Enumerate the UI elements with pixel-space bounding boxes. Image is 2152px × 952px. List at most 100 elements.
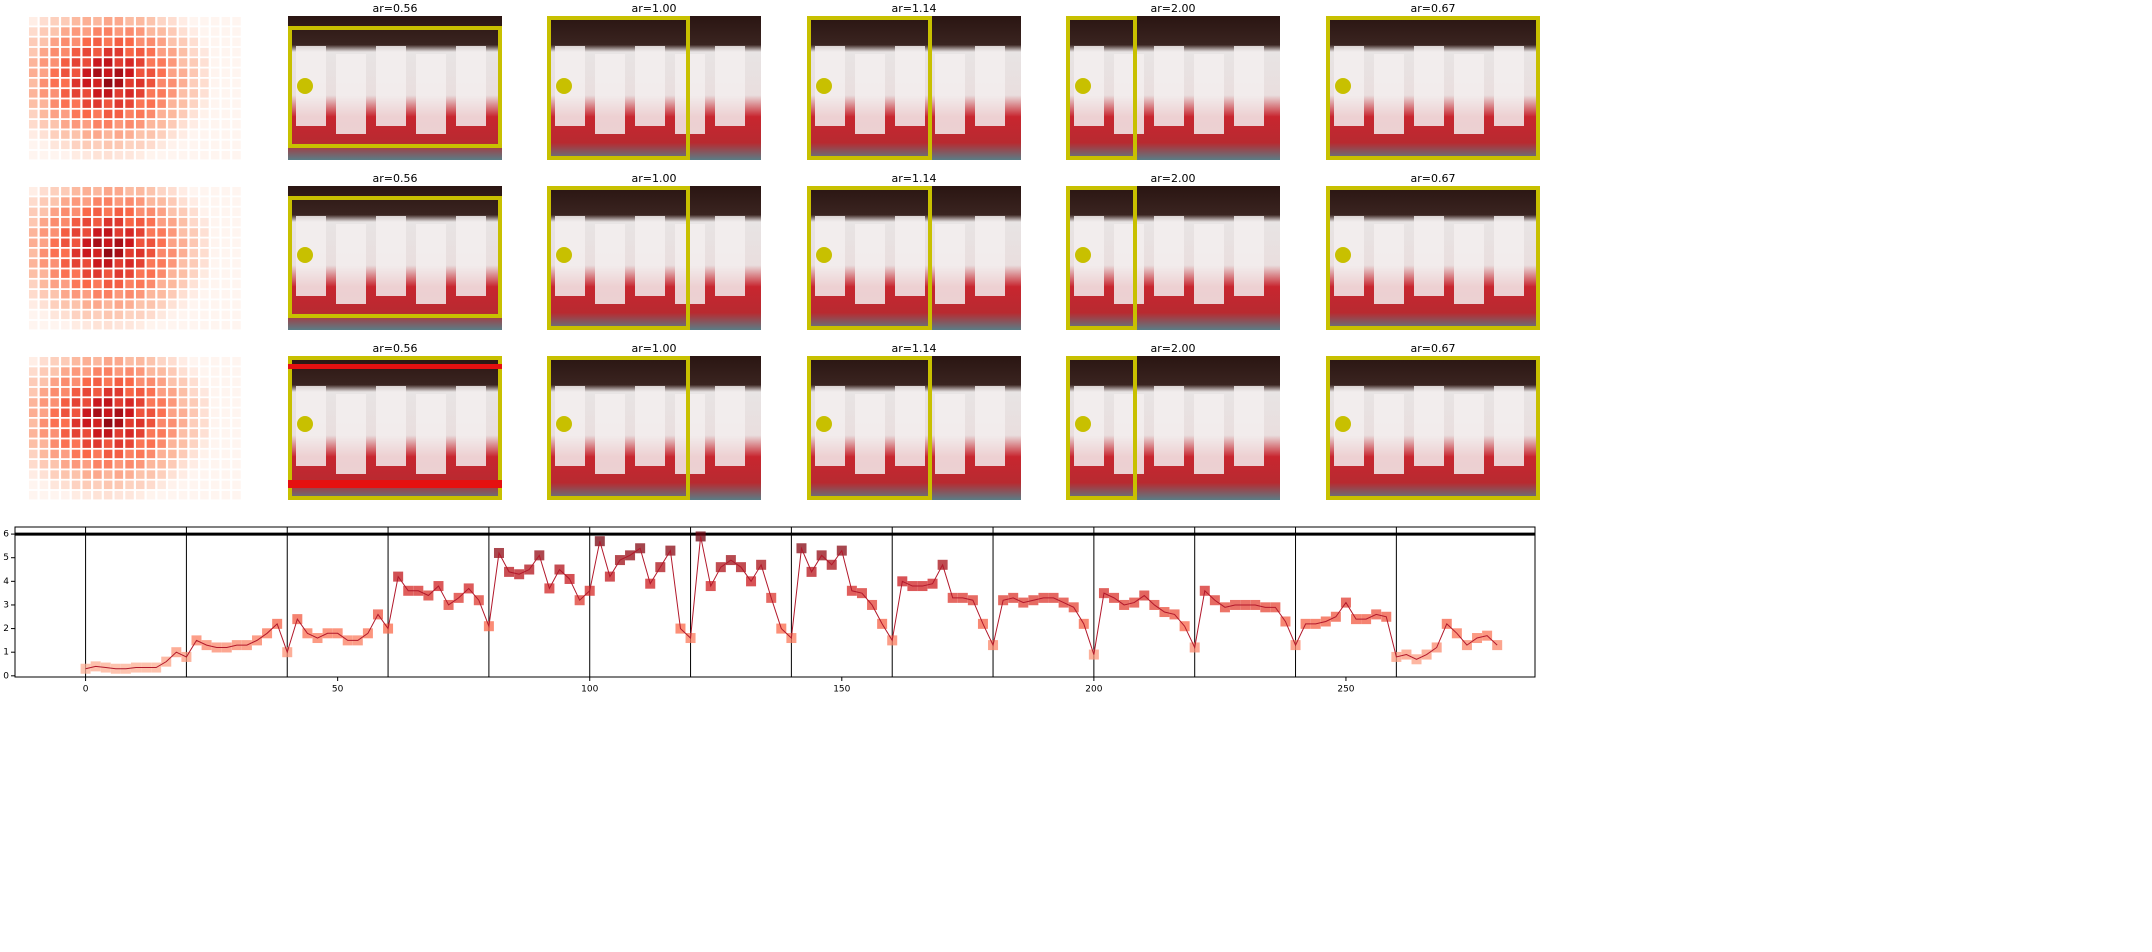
heatmap-cell	[71, 207, 81, 217]
heatmap-cell	[114, 68, 124, 77]
bbox	[1326, 16, 1540, 160]
heatmap-cell	[157, 140, 166, 150]
heatmap-cell	[103, 228, 113, 237]
heatmap-cell	[82, 78, 91, 88]
heatmap-cell	[82, 259, 91, 268]
heatmap-cell	[146, 310, 156, 320]
heatmap-cell	[210, 238, 220, 247]
y-tick-label: 2	[3, 624, 9, 634]
x-tick-label: 200	[1085, 685, 1102, 695]
player	[1454, 224, 1484, 304]
player	[595, 394, 625, 474]
heatmap-cell	[103, 300, 113, 309]
heatmap-cell	[114, 320, 124, 330]
heatmap-cell	[168, 228, 177, 237]
heatmap-cell	[61, 248, 70, 258]
bbox	[547, 356, 690, 500]
heatmap-cell	[210, 68, 220, 77]
heatmap-cell	[157, 238, 166, 247]
heatmap-cell	[136, 429, 145, 438]
player	[1454, 54, 1484, 134]
heatmap-cell	[221, 310, 231, 320]
heatmap-cell	[39, 269, 49, 278]
heatmap-cell	[232, 439, 241, 448]
heatmap-cell	[178, 418, 188, 428]
heatmap-cell	[82, 248, 91, 258]
player	[935, 54, 965, 134]
heatmap-cell	[103, 37, 113, 47]
heatmap-cell	[61, 439, 70, 448]
heatmap-cell	[136, 269, 145, 278]
heatmap-cell	[61, 27, 70, 36]
player	[456, 386, 486, 466]
heatmap-cell	[200, 449, 209, 459]
heatmap-cell	[103, 47, 113, 57]
heatmap-cell	[61, 290, 70, 299]
bbox	[807, 16, 932, 160]
heatmap-cell	[114, 310, 124, 320]
heatmap-cell	[200, 27, 209, 36]
bbox	[288, 196, 502, 318]
heatmap-cell	[200, 58, 209, 67]
heatmap-cell	[29, 47, 38, 57]
heatmap-cell	[39, 207, 49, 217]
heatmap-cell	[125, 47, 134, 57]
heatmap-cell	[29, 449, 38, 459]
heatmap-cell	[221, 408, 231, 417]
heatmap-cell	[29, 130, 38, 139]
heatmap-cell	[178, 248, 188, 258]
player	[376, 386, 406, 466]
heatmap-cell	[157, 480, 166, 490]
heatmap-cell	[71, 480, 81, 490]
heatmap-cell	[178, 228, 188, 237]
heatmap-cell	[146, 37, 156, 47]
heatmap-cell	[178, 320, 188, 330]
heatmap-cell	[232, 140, 241, 150]
heatmap-cell	[189, 99, 198, 108]
heatmap-cell	[200, 398, 209, 407]
heatmap-cell	[200, 377, 209, 387]
heatmap-cell	[29, 480, 38, 490]
player	[1194, 394, 1224, 474]
y-tick-label: 4	[3, 577, 9, 587]
heatmap-cell	[71, 259, 81, 268]
heatmap-cell	[210, 150, 220, 160]
heatmap-cell	[103, 130, 113, 139]
player	[1194, 224, 1224, 304]
heatmap-cell	[50, 418, 59, 428]
heatmap-cell	[114, 130, 124, 139]
keypoint	[297, 416, 313, 432]
heatmap-cell	[93, 37, 102, 47]
heatmap-cell	[232, 490, 241, 500]
heatmap-cell	[93, 248, 102, 258]
heatmap-cell	[189, 357, 198, 366]
heatmap-cell	[71, 99, 81, 108]
heatmap-cell	[210, 377, 220, 387]
heatmap-cell	[210, 418, 220, 428]
heatmap-cell	[232, 470, 241, 479]
heatmap-cell	[146, 248, 156, 258]
heatmap-cell	[168, 490, 177, 500]
heatmap-cell	[71, 248, 81, 258]
bbox	[1326, 356, 1540, 500]
heatmap-cell	[136, 207, 145, 217]
heatmap-cell	[39, 37, 49, 47]
heatmap-cell	[146, 99, 156, 108]
heatmap-cell	[29, 290, 38, 299]
heatmap-cell	[61, 58, 70, 67]
y-tick-label: 3	[3, 600, 9, 610]
heatmap-cell	[71, 279, 81, 289]
heatmap-cell	[189, 290, 198, 299]
heatmap-cell	[93, 269, 102, 278]
heatmap-cell	[221, 89, 231, 98]
heatmap-cell	[178, 269, 188, 278]
heatmap-cell	[50, 310, 59, 320]
heatmap-cell	[146, 398, 156, 407]
heatmap-cell	[157, 279, 166, 289]
heatmap-cell	[232, 460, 241, 469]
heatmap-cell	[157, 120, 166, 129]
x-tick-label: 150	[833, 685, 850, 695]
heatmap-cell	[189, 490, 198, 500]
heatmap-cell	[125, 130, 134, 139]
heatmap-cell	[50, 377, 59, 387]
